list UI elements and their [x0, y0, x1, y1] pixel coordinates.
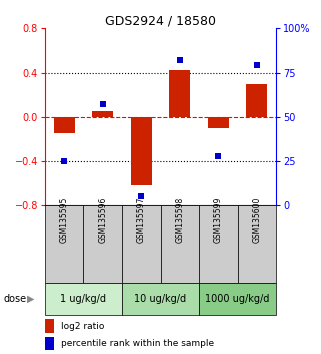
Bar [246, 84, 267, 117]
Bar [122, 283, 199, 315]
Text: GSM135595: GSM135595 [60, 196, 69, 243]
Bar [45, 283, 122, 315]
Text: log2 ratio: log2 ratio [61, 321, 105, 331]
Bar [208, 117, 229, 128]
Text: 10 ug/kg/d: 10 ug/kg/d [134, 294, 187, 304]
Bar [199, 205, 238, 283]
Title: GDS2924 / 18580: GDS2924 / 18580 [105, 14, 216, 27]
Bar [199, 283, 276, 315]
Bar [45, 205, 83, 283]
Bar [92, 111, 113, 117]
Bar [54, 117, 75, 133]
Bar [45, 337, 54, 350]
Bar [45, 319, 54, 333]
Bar [131, 117, 152, 185]
Bar [160, 205, 199, 283]
Bar [238, 205, 276, 283]
Text: ▶: ▶ [27, 294, 35, 304]
Text: 1000 ug/kg/d: 1000 ug/kg/d [205, 294, 270, 304]
Text: GSM135598: GSM135598 [175, 196, 184, 243]
Text: 1 ug/kg/d: 1 ug/kg/d [60, 294, 107, 304]
Text: GSM135599: GSM135599 [214, 196, 223, 243]
Text: dose: dose [3, 294, 26, 304]
Bar [83, 205, 122, 283]
Text: GSM135596: GSM135596 [98, 196, 107, 243]
Bar [122, 205, 160, 283]
Bar [169, 70, 190, 117]
Text: GSM135600: GSM135600 [252, 196, 261, 243]
Text: percentile rank within the sample: percentile rank within the sample [61, 339, 214, 348]
Text: GSM135597: GSM135597 [137, 196, 146, 243]
